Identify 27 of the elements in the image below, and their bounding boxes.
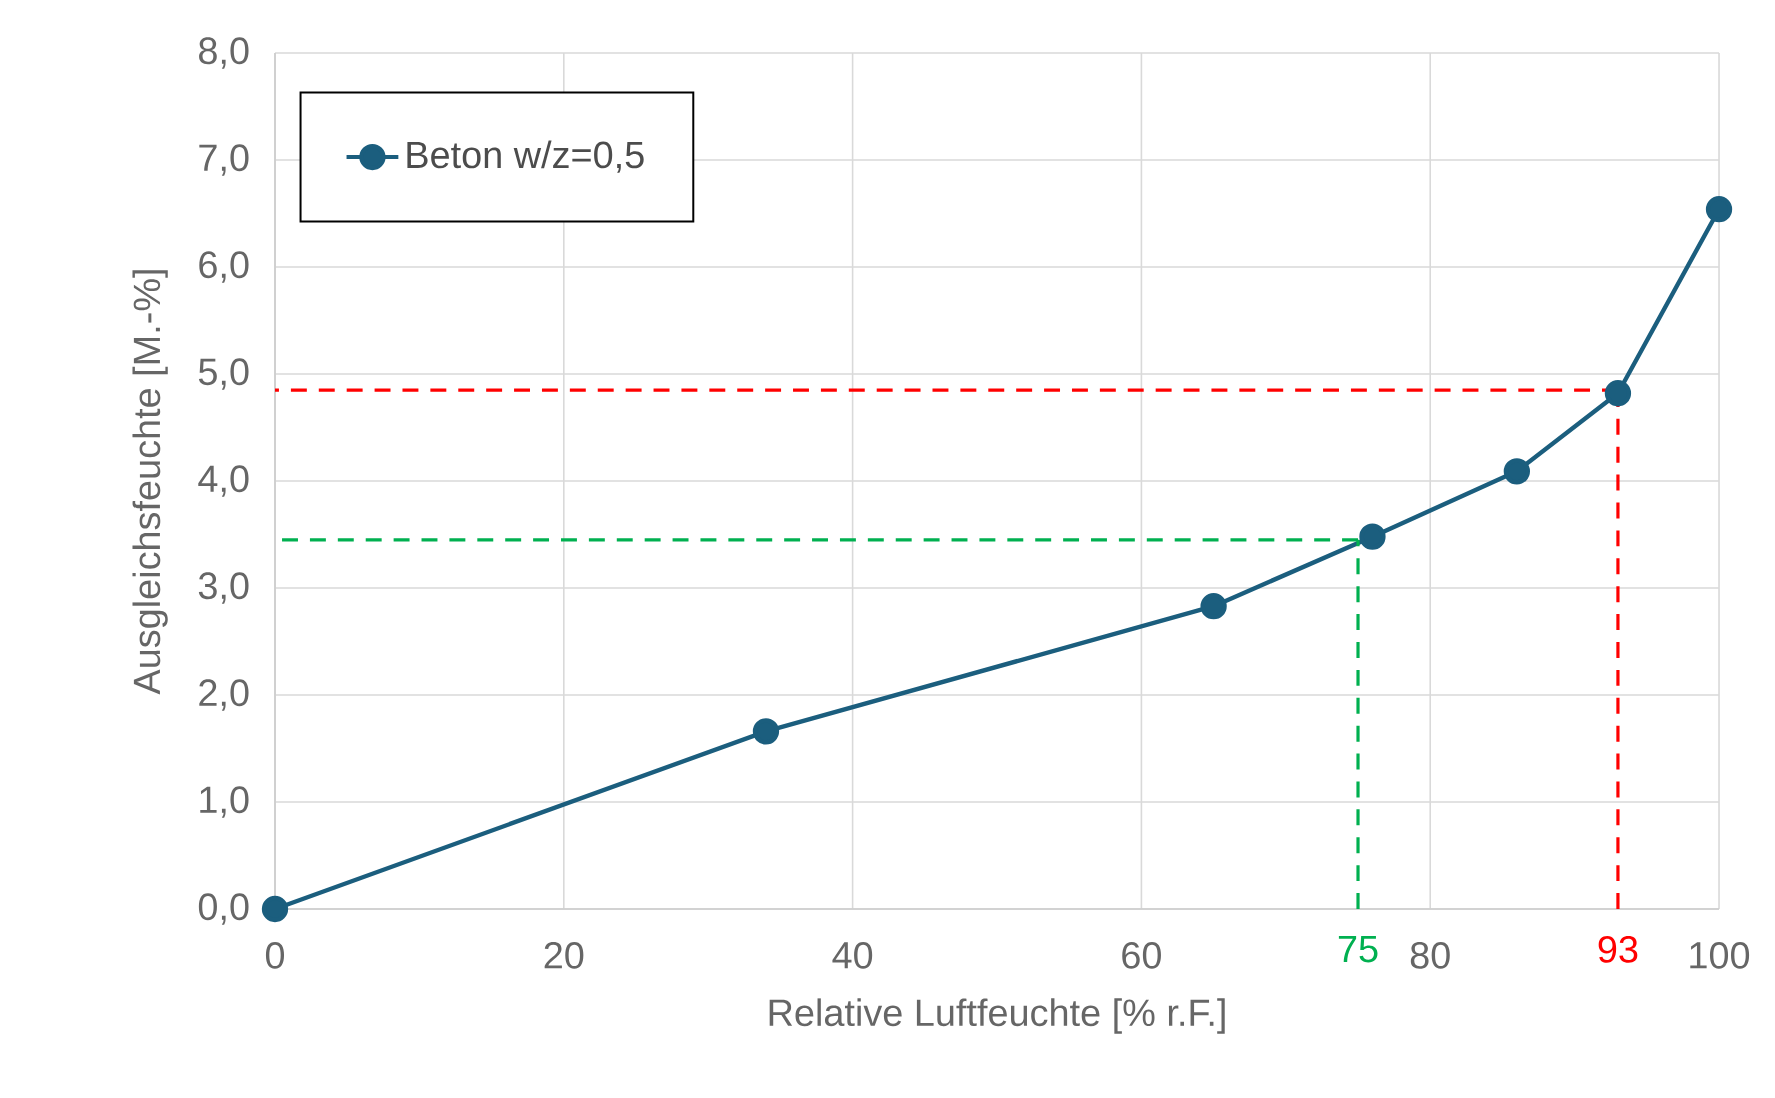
x-tick-label: 40 [832,941,873,969]
y-tick-label: 5,0 [198,358,249,390]
point [1200,593,1227,620]
y-axis-title: Ausgleichsfeuchte [M.-%] [132,270,168,695]
point [752,718,780,745]
point [1359,523,1386,550]
ref-line-label: 93 [1598,935,1638,963]
point [1604,380,1632,407]
y-tick-label: 6,0 [199,251,249,283]
x-tick-label: 80 [1410,941,1450,969]
y-tick-label: 7,0 [199,144,249,176]
x-tick-label: 0 [265,941,285,969]
y-tick-label: 8,0 [199,37,249,69]
point [1705,196,1733,223]
point [261,895,289,923]
ref-line-label: 75 [1338,935,1378,963]
y-tick-label: 0,0 [198,893,249,925]
x-tick-label: 20 [544,941,584,969]
y-tick-label: 2,0 [199,679,249,711]
x-tick-label: 60 [1122,941,1161,969]
y-tick-label: 3,0 [198,572,249,604]
x-tick-label: 100 [1690,941,1750,969]
y-tick-label: 4,0 [198,465,249,497]
point [1503,458,1530,485]
legend-label: Beton w/z=0,5 [407,140,644,173]
x-axis-title: Relative Luftfeuchte [% r.F.] [769,998,1225,1034]
y-tick-label: 1,0 [200,786,249,818]
